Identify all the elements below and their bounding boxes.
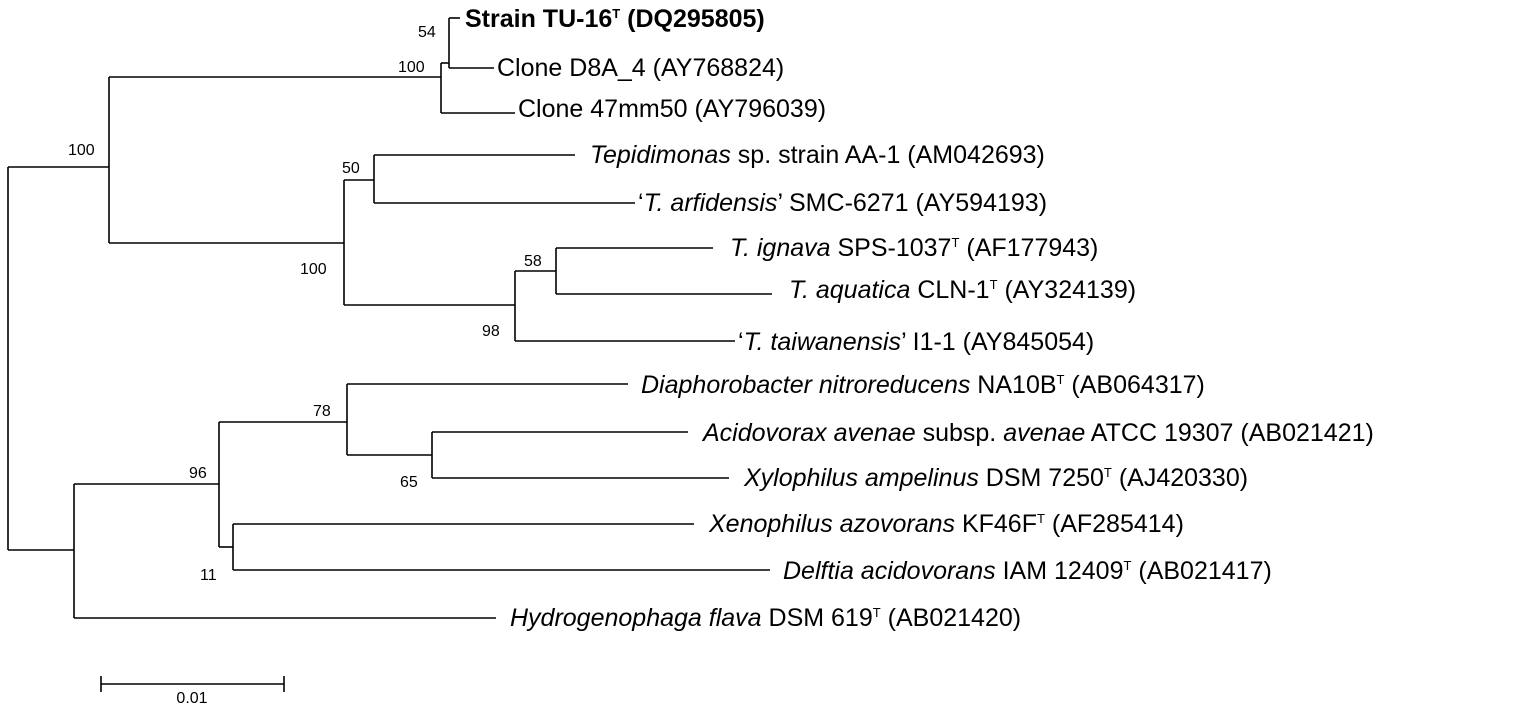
taxon-label-part: Clone 47mm50 (AY796039)	[518, 95, 826, 123]
bootstrap-value: 100	[398, 59, 425, 76]
taxon-label-acidovorax: Acidovorax avenae subsp. avenae ATCC 193…	[701, 419, 1374, 447]
taxon-label-part: ’ SMC-6271 (AY594193)	[777, 189, 1047, 217]
taxon-label-part: Diaphorobacter nitroreducens	[641, 371, 970, 399]
bootstrap-value: 54	[418, 24, 436, 41]
taxon-label-part: Tepidimonas	[590, 141, 731, 169]
taxon-label-part: T	[990, 277, 998, 292]
taxon-label-part: avenae	[1003, 419, 1085, 447]
taxon-label-part: (DQ295805)	[620, 5, 765, 33]
scale-bar: 0.01	[100, 676, 285, 706]
taxon-label-part: ‘	[738, 328, 744, 356]
taxon-label-part: T	[612, 6, 620, 21]
bootstrap-value: 11	[200, 567, 217, 584]
taxon-label-part: ’ I1-1 (AY845054)	[901, 328, 1094, 356]
taxon-label-part: subsp.	[916, 419, 1004, 447]
taxon-label-part: (AB064317)	[1064, 371, 1204, 399]
taxon-label-part: Delftia acidovorans	[783, 557, 996, 585]
taxon-label-part: KF46F	[955, 510, 1037, 538]
bootstrap-value: 96	[189, 465, 207, 482]
taxon-label-part: (AF285414)	[1045, 510, 1184, 538]
bootstrap-value: 58	[524, 253, 542, 270]
taxon-label-part: ATCC 19307 (AB021421)	[1085, 419, 1374, 447]
bootstrap-value: 100	[300, 261, 327, 278]
taxon-label-part: Strain TU-16	[465, 5, 612, 33]
taxon-label-part: (AB021417)	[1131, 557, 1271, 585]
taxon-label-part: CLN-1	[910, 276, 989, 304]
taxon-label-part: T. taiwanensis	[744, 328, 902, 356]
taxon-label-part: (AY324139)	[998, 276, 1137, 304]
taxon-label-clone-d8a4: Clone D8A_4 (AY768824)	[497, 54, 784, 82]
taxon-label-aquatica: T. aquatica CLN-1T (AY324139)	[789, 276, 1136, 304]
taxon-label-part: T	[873, 605, 881, 620]
bootstrap-value: 100	[68, 142, 95, 159]
taxon-label-part: T. ignava	[730, 234, 831, 262]
taxon-label-strain-tu16: Strain TU-16T (DQ295805)	[465, 5, 765, 33]
taxon-label-ignava: T. ignava SPS-1037T (AF177943)	[730, 234, 1098, 262]
bootstrap-value: 78	[313, 403, 331, 420]
taxon-label-part: T. aquatica	[789, 276, 910, 304]
taxon-label-tepidimonas: Tepidimonas sp. strain AA-1 (AM042693)	[590, 141, 1045, 169]
taxon-label-part: Xenophilus azovorans	[708, 510, 955, 538]
taxon-label-xylophilus: Xylophilus ampelinus DSM 7250T (AJ420330…	[743, 464, 1248, 492]
taxon-label-delftia: Delftia acidovorans IAM 12409T (AB021417…	[783, 557, 1272, 585]
bootstrap-value: 98	[482, 323, 500, 340]
taxon-label-part: DSM 7250	[979, 464, 1104, 492]
taxon-label-part: DSM 619	[762, 604, 873, 632]
taxon-label-hydrogenophaga: Hydrogenophaga flava DSM 619T (AB021420)	[510, 604, 1021, 632]
taxon-label-diaphorobacter: Diaphorobacter nitroreducens NA10BT (AB0…	[641, 371, 1205, 399]
taxon-label-part: Clone D8A_4 (AY768824)	[497, 54, 784, 82]
taxon-label-taiwanensis: ‘T. taiwanensis’ I1-1 (AY845054)	[738, 328, 1094, 356]
taxon-label-part: IAM 12409	[996, 557, 1124, 585]
taxon-label-part: (AF177943)	[959, 234, 1098, 262]
taxon-label-part: SPS-1037	[831, 234, 952, 262]
taxon-label-part: Xylophilus ampelinus	[743, 464, 979, 492]
taxon-label-part: NA10B	[970, 371, 1056, 399]
taxon-label-part: T	[951, 235, 959, 250]
taxon-label-part: ‘	[638, 189, 644, 217]
scale-bar-label: 0.01	[176, 690, 207, 706]
taxon-label-xenophilus: Xenophilus azovorans KF46FT (AF285414)	[708, 510, 1184, 538]
taxon-label-part: Acidovorax avenae	[701, 419, 916, 447]
taxon-label-part: sp. strain AA-1 (AM042693)	[731, 141, 1045, 169]
taxon-label-part: (AJ420330)	[1112, 464, 1248, 492]
taxon-label-clone-47mm50: Clone 47mm50 (AY796039)	[518, 95, 826, 123]
taxon-label-part: T. arfidensis	[644, 189, 778, 217]
taxon-label-part: Hydrogenophaga flava	[510, 604, 762, 632]
taxon-label-part: T	[1057, 372, 1065, 387]
taxon-label-part: T	[1037, 511, 1045, 526]
bootstrap-value: 65	[400, 474, 418, 491]
taxon-label-part: T	[1104, 465, 1112, 480]
taxon-label-arfidensis: ‘T. arfidensis’ SMC-6271 (AY594193)	[638, 189, 1047, 217]
taxon-label-part: (AB021420)	[881, 604, 1021, 632]
taxon-label-part: T	[1123, 558, 1131, 573]
bootstrap-value: 50	[342, 160, 360, 177]
